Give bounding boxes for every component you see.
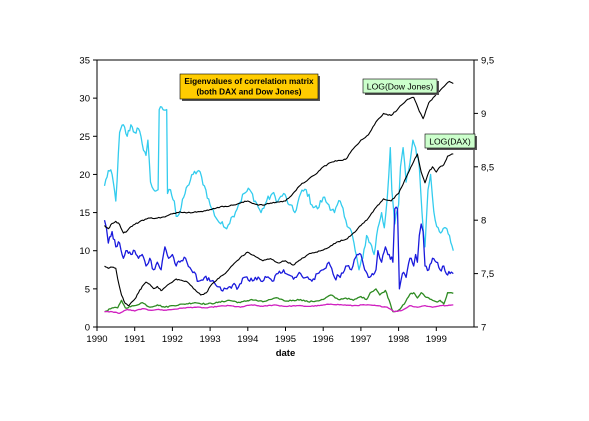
y-tick-label: 10 <box>79 246 90 257</box>
series-line-log-dow-jones <box>104 80 454 234</box>
y-tick-label: 5 <box>85 284 90 295</box>
y-tick-label: 0 <box>85 323 90 334</box>
annotation-label: LOG(DAX) <box>429 137 471 147</box>
chart-title-line: Eigenvalues of correlation matrix <box>184 77 314 86</box>
y-tick-label: 20 <box>79 170 90 181</box>
x-tick-label: 1993 <box>200 334 221 345</box>
x-tick-label: 1991 <box>124 334 145 345</box>
series-group <box>103 80 454 314</box>
annotation-box <box>362 78 438 94</box>
chart-title-box <box>179 73 319 100</box>
series-line-log-dax <box>104 153 454 307</box>
x-tick-label: 1994 <box>237 334 258 345</box>
x-tick-label: 1992 <box>162 334 183 345</box>
x-tick-label: 1998 <box>388 334 409 345</box>
y-tick-label: 30 <box>79 94 90 105</box>
y2-tick-label: 9,5 <box>481 56 494 67</box>
annotation-box <box>424 133 476 149</box>
series-line-magenta <box>104 303 454 314</box>
y-tick-label: 15 <box>79 208 90 219</box>
x-tick-label: 1997 <box>350 334 371 345</box>
y2-tick-label: 7 <box>481 323 486 334</box>
x-tick-label: 1990 <box>86 334 107 345</box>
y-tick-label: 35 <box>79 56 90 67</box>
axes-group: 0 5 10 15 20 25 30 35 7 7,5 8 8,5 9 9,5 1990 1991 1992 19… <box>79 56 494 360</box>
y2-tick-label: 8,5 <box>481 162 494 173</box>
series-line-cyan <box>103 106 454 271</box>
chart-title-line: (both DAX and Dow Jones) <box>196 88 301 97</box>
y2-tick-label: 7,5 <box>481 269 494 280</box>
x-tick-label: 1996 <box>313 334 334 345</box>
x-tick-label: 1999 <box>426 334 447 345</box>
annotation-label: LOG(Dow Jones) <box>367 82 434 92</box>
series-line-blue <box>103 206 454 292</box>
y2-tick-label: 9 <box>481 109 486 120</box>
x-axis-title: date <box>276 348 296 359</box>
y-tick-label: 25 <box>79 132 90 143</box>
x-tick-label: 1995 <box>275 334 296 345</box>
annotations-group: Eigenvalues of correlation matrix (both D… <box>179 73 477 150</box>
y2-tick-label: 8 <box>481 216 486 227</box>
series-line-green <box>104 288 454 313</box>
